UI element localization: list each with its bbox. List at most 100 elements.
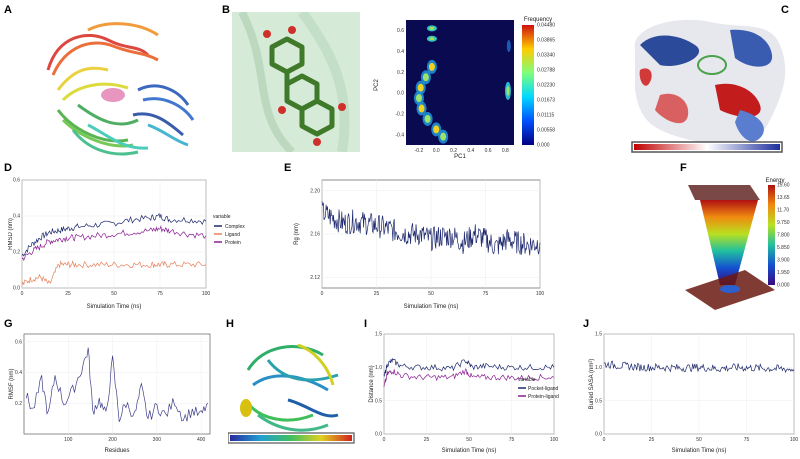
x-tick-label: 50: [466, 437, 472, 443]
oxygen-atom-icon: [338, 103, 346, 111]
x-tick-label: 100: [536, 291, 545, 297]
series-line-protein-ligand: [383, 368, 555, 387]
density-core: [429, 37, 435, 41]
fel-colorbar: [768, 185, 775, 285]
density-core: [415, 94, 422, 103]
electrostatic-surface-image: [631, 19, 786, 153]
x-tick-label: 0.2: [450, 148, 457, 154]
x-tick-label: 75: [157, 291, 163, 297]
legend-item-ligand: Ligand: [225, 232, 240, 238]
bfactor-colorbar: [230, 435, 352, 441]
y-tick-label: 0.4: [15, 370, 22, 376]
panel-label-e: E: [284, 162, 292, 174]
panel-label-i: I: [364, 318, 368, 330]
pca-heatmap-chart: -0.2 0.0 0.2 0.4 0.6 0.80.60.40.20.0-0.2-0.4 …: [374, 17, 555, 160]
x-tick-label: 25: [424, 437, 430, 443]
x-tick-label: 50: [111, 291, 117, 297]
pca-colorbar-title: Frequency: [524, 17, 552, 23]
distance-legend: variable Pocket-ligand Protein-ligand: [518, 377, 559, 400]
legend-item-pocket-ligand: Pocket-ligand: [528, 386, 559, 392]
high-bfactor-loop-icon: [240, 399, 252, 417]
y-tick-label: -0.2: [395, 111, 404, 117]
fel-colorbar-title: Energy: [765, 178, 784, 184]
x-tick-label: 100: [202, 291, 211, 297]
colorbar-tick-label: 0.01673: [537, 98, 555, 104]
y-tick-label: 0.6: [397, 28, 404, 34]
colorbar-tick-label: 0.03340: [537, 53, 555, 59]
density-core: [428, 62, 435, 71]
rmsd-chart: 0 25 50 75 100 0.0 0.2 0.4 0.6 Simulation Time (…: [8, 178, 245, 310]
x-tick-label: 75: [483, 291, 489, 297]
legend-item-protein: Protein: [225, 240, 241, 246]
y-tick-label: 0.6: [15, 339, 22, 345]
colorbar-tick-label: 0.04480: [537, 23, 555, 29]
legend-title: variable: [213, 214, 231, 220]
oxygen-atom-icon: [288, 26, 296, 34]
rmsd-xlabel: Simulation Time (ns): [87, 304, 142, 310]
y-tick-label: 0.4: [13, 214, 20, 220]
pca-ylabel: PC2: [374, 79, 380, 91]
colorbar-tick-label: 3.900: [777, 258, 790, 264]
x-tick-label: 100: [64, 437, 73, 443]
protein-ensemble-image: [46, 22, 195, 156]
y-tick-label: 0.0: [595, 432, 602, 438]
oxygen-atom-icon: [263, 30, 271, 38]
panel-label-d: D: [4, 162, 12, 174]
density-core: [440, 132, 447, 141]
distance-xlabel: Simulation Time (ns): [442, 448, 497, 454]
x-tick-label: 75: [744, 437, 750, 443]
panel-label-b: B: [222, 4, 230, 16]
series-line-rg: [321, 201, 541, 256]
panel-label-f: F: [680, 162, 687, 174]
density-core: [422, 73, 429, 82]
y-tick-label: 0.6: [13, 178, 20, 184]
rmsf-chart: 100 200 300 400 0.6 0.4 0.2 Residues RMSF (nm): [9, 333, 211, 454]
y-tick-label: 0.4: [397, 49, 404, 55]
y-tick-label: 1.0: [375, 365, 382, 371]
rg-chart: 0 25 50 75 100 2.20 2.16 2.12 Simulation Time (…: [294, 179, 545, 310]
legend-item-complex: Complex: [225, 224, 245, 230]
y-tick-label: 0.2: [13, 250, 20, 256]
y-tick-label: 0.2: [397, 70, 404, 76]
x-tick-label: 0: [383, 437, 386, 443]
colorbar-tick-label: 1.950: [777, 270, 790, 276]
series-line-rmsf: [25, 347, 209, 423]
series-line-protein: [21, 225, 207, 262]
x-tick-label: 0: [321, 291, 324, 297]
pca-colorbar: [522, 25, 534, 145]
panel-label-c: C: [781, 4, 789, 16]
density-cluster: [506, 40, 511, 53]
distance-chart: 0 25 50 75 100 1.5 1.0 0.5 0.0 Simulation Time (…: [369, 332, 559, 454]
x-tick-label: 100: [790, 437, 798, 443]
y-tick-label: 0.0: [375, 432, 382, 438]
x-tick-label: 0.6: [485, 148, 492, 154]
density-core: [429, 26, 435, 30]
x-tick-label: 0: [603, 437, 606, 443]
x-tick-label: 300: [153, 437, 162, 443]
y-tick-label: 2.12: [310, 275, 320, 281]
oxygen-atom-icon: [313, 138, 321, 146]
panel-label-a: A: [4, 4, 12, 16]
colorbar-tick-label: 7.800: [777, 233, 790, 239]
x-tick-label: 0: [21, 291, 24, 297]
colorbar-tick-label: 0.000: [537, 143, 550, 149]
panel-label-j: J: [583, 318, 590, 330]
colorbar-tick-label: 15.60: [777, 183, 790, 189]
density-core: [433, 125, 440, 134]
y-tick-label: 1.5: [595, 332, 602, 338]
rmsd-legend: variable Complex Ligand Protein: [213, 214, 245, 246]
density-core: [424, 114, 431, 123]
rmsd-ylabel: RMSD (nm): [8, 218, 14, 250]
sasa-chart: 0 25 50 75 100 1.5 1.0 0.5 0.0 Simulation Time (…: [589, 332, 798, 454]
x-tick-label: -0.2: [415, 148, 424, 154]
y-tick-label: 0.0: [397, 91, 404, 97]
colorbar-tick-label: 0.02788: [537, 68, 555, 74]
x-tick-label: 25: [649, 437, 655, 443]
density-core: [417, 83, 424, 92]
x-tick-label: 200: [108, 437, 117, 443]
y-tick-label: 0.5: [375, 398, 382, 404]
series-line-pocket-ligand: [383, 358, 555, 377]
x-tick-label: 50: [428, 291, 434, 297]
pca-xlabel: PC1: [454, 154, 466, 160]
y-tick-label: 2.20: [310, 189, 320, 195]
